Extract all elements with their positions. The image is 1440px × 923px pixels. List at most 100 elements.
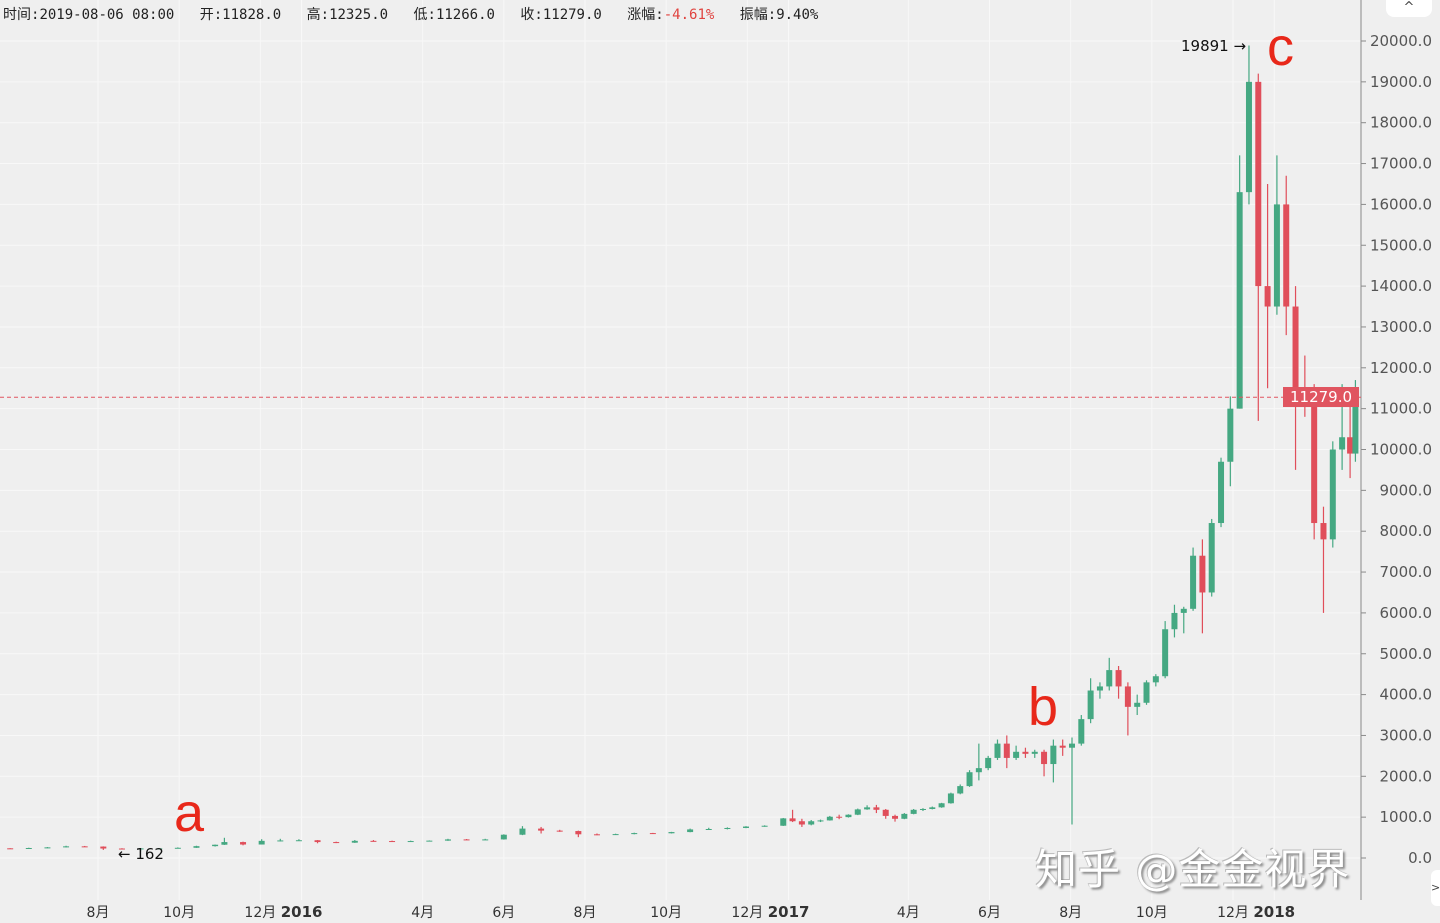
candle-body <box>137 848 144 850</box>
candle <box>612 833 619 836</box>
y-tick-label: 9000.0 <box>1380 481 1433 499</box>
candle-body <box>1292 306 1299 389</box>
x-tick-label: 4月 <box>411 905 434 921</box>
candle <box>789 809 796 823</box>
candle-body <box>44 847 51 849</box>
candle <box>1143 680 1150 705</box>
candle <box>1199 539 1206 634</box>
candle <box>426 840 433 842</box>
candle-body <box>444 839 451 841</box>
candle-body <box>1106 670 1113 687</box>
candle <box>100 846 107 850</box>
low-value: 11266.0 <box>435 7 495 23</box>
candle <box>929 806 936 810</box>
candle-body <box>314 840 321 843</box>
y-tick-label: 4000.0 <box>1380 686 1433 704</box>
candle <box>295 839 302 842</box>
y-tick-label: 19000.0 <box>1370 73 1432 91</box>
y-tick-label: 7000.0 <box>1380 563 1433 581</box>
candle-body <box>295 840 302 842</box>
candle-body <box>519 828 526 835</box>
candle <box>407 840 414 843</box>
y-tick-label: 15000.0 <box>1370 236 1432 254</box>
candle-body <box>845 814 852 818</box>
candle <box>333 841 340 844</box>
high-label: 高: <box>306 7 330 23</box>
side-panel-toggle[interactable]: > <box>1431 870 1440 906</box>
candle <box>1050 739 1057 783</box>
candle-body <box>817 820 824 822</box>
candle-body <box>277 840 284 842</box>
x-tick-label: 6月 <box>978 905 1001 921</box>
candle <box>947 792 954 804</box>
candle <box>1264 183 1271 389</box>
candle-body <box>500 834 507 840</box>
candle <box>444 838 451 841</box>
candle-body <box>1347 437 1354 454</box>
x-tick-label: 8月 <box>574 905 597 921</box>
candle-body <box>761 825 768 827</box>
x-tick-label: 12月 <box>1217 905 1249 921</box>
candle <box>780 817 787 826</box>
y-tick-label: 11000.0 <box>1370 400 1432 418</box>
x-tick-label: 10月 <box>1136 905 1168 921</box>
ohlc-readout: 时间:2019-08-06 08:00 开:11828.0 高:12325.0 … <box>3 4 835 24</box>
grid <box>0 0 1361 900</box>
candle <box>873 804 880 814</box>
x-tick-label: 10月 <box>163 905 195 921</box>
close-value: 11279.0 <box>542 7 602 23</box>
candle <box>81 845 88 848</box>
candle <box>1180 606 1187 634</box>
candle-body <box>1078 719 1085 744</box>
candle-body <box>351 840 358 843</box>
candle <box>966 770 973 787</box>
candle <box>649 832 656 835</box>
candle-body <box>1031 751 1038 754</box>
candle <box>1059 739 1066 756</box>
x-tick-label: 12月 <box>731 905 763 921</box>
candle-body <box>901 813 908 819</box>
candle <box>668 831 675 834</box>
y-tick-label: 14000.0 <box>1370 277 1432 295</box>
candle <box>938 802 945 808</box>
candle <box>314 840 321 844</box>
amplitude-label: 振幅: <box>739 7 777 23</box>
y-tick-label: 17000.0 <box>1370 155 1432 173</box>
x-axis[interactable]: 8月 10月 12月 2016 4月 6月 8月 10月 12月 2017 4月 6月 8月 10月 12月… <box>87 903 1296 921</box>
candle-body <box>1022 751 1029 754</box>
candle-body <box>882 809 889 816</box>
x-tick-label: 8月 <box>1059 905 1082 921</box>
candle <box>1255 73 1262 421</box>
candle <box>724 827 731 830</box>
candle <box>174 847 181 849</box>
candle <box>7 848 14 850</box>
candle-body <box>1041 751 1048 765</box>
candle <box>854 808 861 816</box>
candle <box>193 845 200 848</box>
candle-body <box>910 809 917 814</box>
candle <box>463 839 470 841</box>
scroll-up-button[interactable]: ^ <box>1386 0 1432 17</box>
y-axis[interactable]: 0.0 1000.0 2000.0 3000.0 4000.0 5000.0 6000.0 7… <box>1361 32 1432 867</box>
candle-body <box>994 743 1001 758</box>
candle <box>836 814 843 820</box>
min-price-marker: ← 162 <box>118 845 164 863</box>
candle-body <box>25 847 32 849</box>
candle-body <box>985 757 992 769</box>
candle-body <box>1236 192 1243 409</box>
candle <box>1311 384 1318 540</box>
candle <box>1041 749 1048 777</box>
candle <box>957 784 964 795</box>
candle-body <box>538 828 545 831</box>
candle-body <box>556 830 563 832</box>
candle-body <box>947 793 954 804</box>
y-tick-label: 3000.0 <box>1380 726 1433 744</box>
candle-body <box>668 832 675 834</box>
candle <box>1115 666 1122 699</box>
candle <box>1124 682 1131 736</box>
y-tick-label: 12000.0 <box>1370 359 1432 377</box>
candle-body <box>1171 612 1178 630</box>
candle <box>137 847 144 852</box>
y-tick-label: 0.0 <box>1408 849 1432 867</box>
